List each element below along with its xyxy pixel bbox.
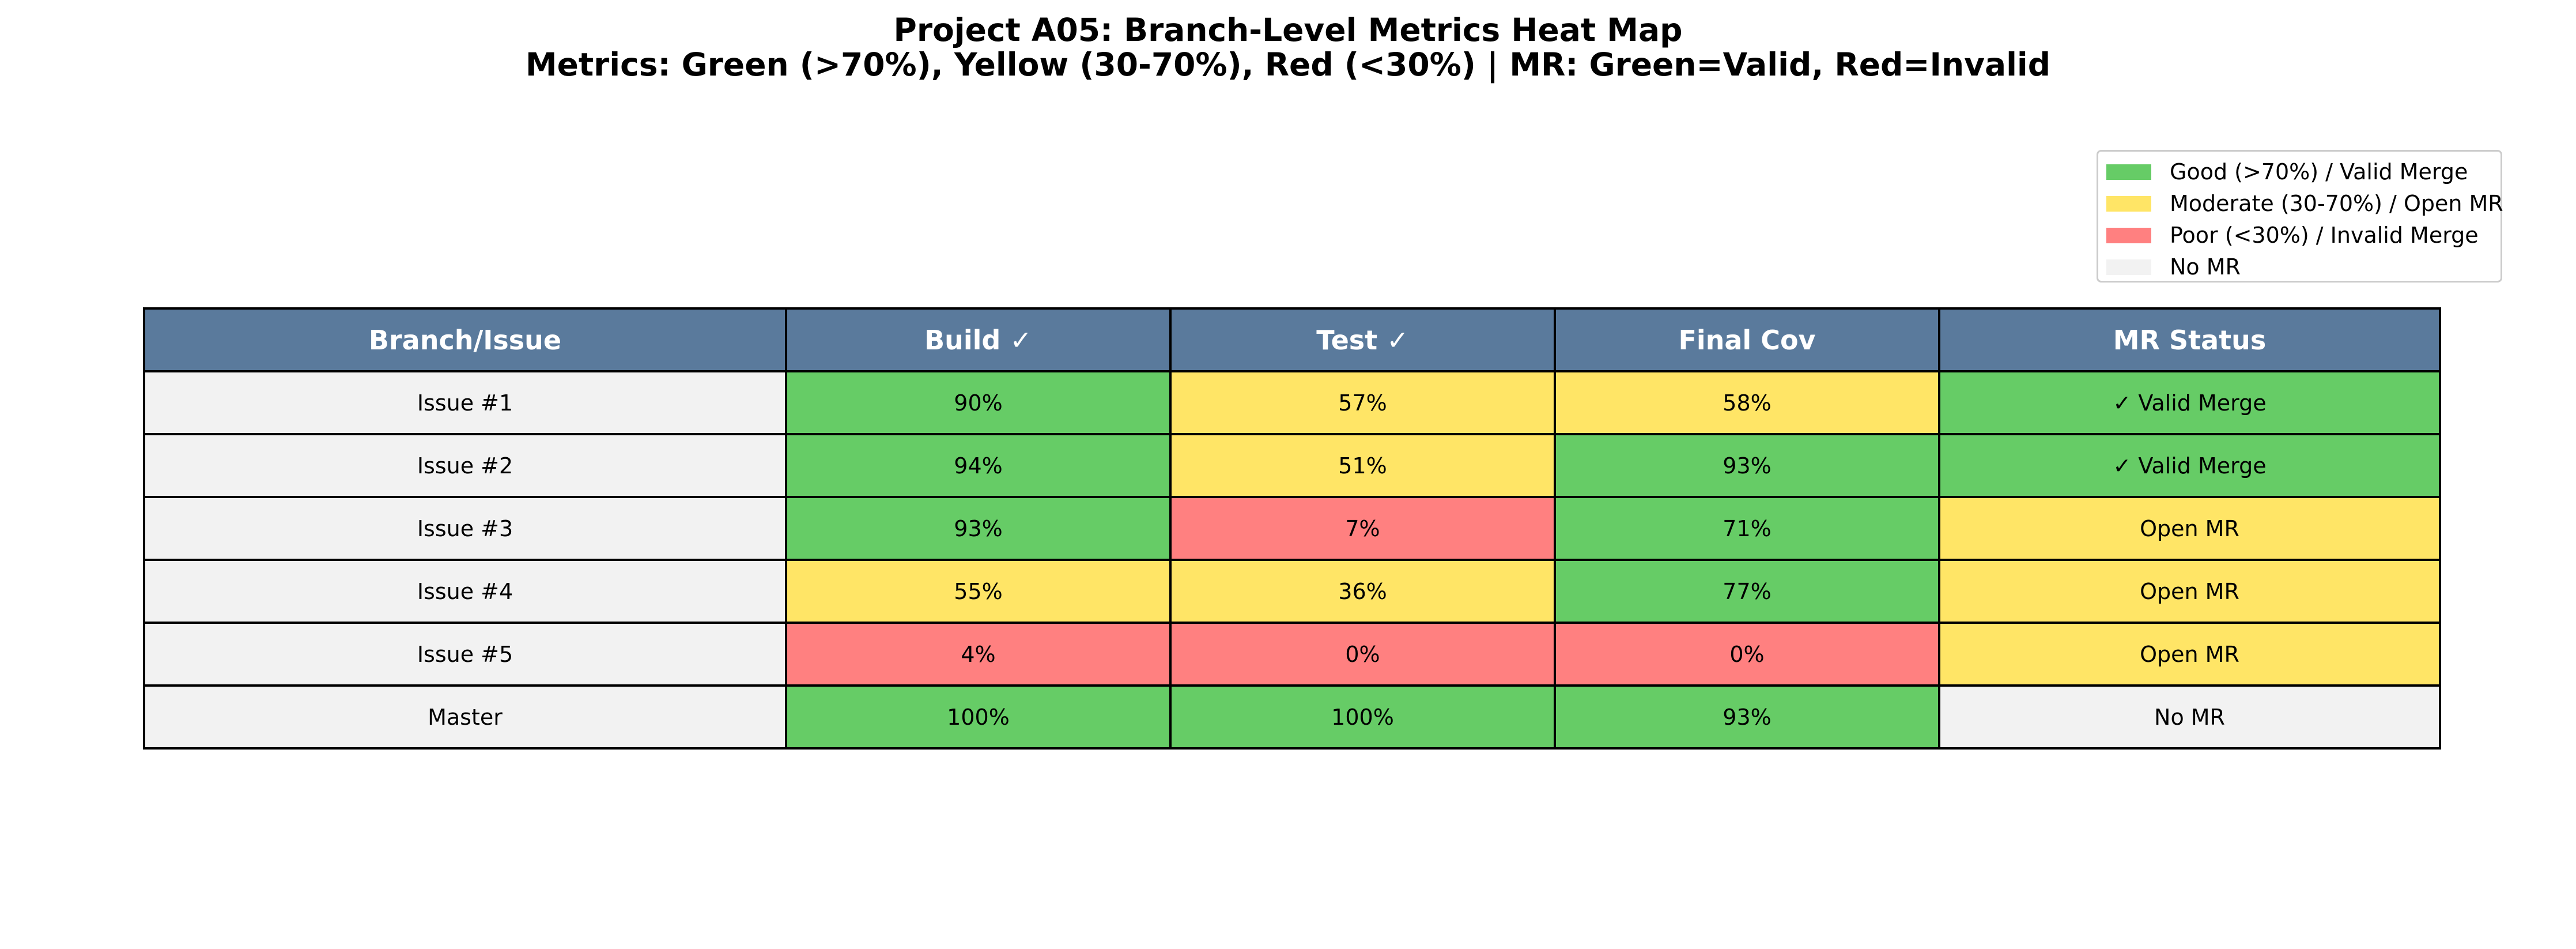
mr-status-cell: Open MR	[1938, 559, 2441, 624]
column-header-mr-status: MR Status	[1938, 307, 2441, 372]
legend-swatch-poor	[2106, 228, 2151, 243]
test-cell: 57%	[1169, 370, 1556, 435]
test-cell: 100%	[1169, 684, 1556, 750]
mr-status-cell: Open MR	[1938, 496, 2441, 561]
build-cell: 4%	[785, 622, 1172, 687]
legend-item-none: No MR	[2106, 251, 2498, 283]
chart-title: Project A05: Branch-Level Metrics Heat M…	[893, 12, 1683, 48]
legend-label-poor: Poor (<30%) / Invalid Merge	[2170, 223, 2479, 248]
mr-status-cell: No MR	[1938, 684, 2441, 750]
build-cell: 100%	[785, 684, 1172, 750]
branch-cell: Issue #1	[143, 370, 787, 435]
table-row: Issue #3 93% 7% 71% Open MR	[143, 496, 2441, 561]
table-row: Issue #4 55% 36% 77% Open MR	[143, 559, 2441, 624]
legend-label-none: No MR	[2170, 254, 2241, 280]
build-cell: 90%	[785, 370, 1172, 435]
legend-label-moderate: Moderate (30-70%) / Open MR	[2170, 191, 2503, 216]
branch-cell: Issue #5	[143, 622, 787, 687]
final-cov-cell: 93%	[1554, 684, 1940, 750]
table-row: Issue #1 90% 57% 58% ✓ Valid Merge	[143, 370, 2441, 435]
build-cell: 93%	[785, 496, 1172, 561]
table-row: Master 100% 100% 93% No MR	[143, 684, 2441, 750]
mr-status-cell: ✓ Valid Merge	[1938, 370, 2441, 435]
final-cov-cell: 93%	[1554, 433, 1940, 498]
final-cov-cell: 0%	[1554, 622, 1940, 687]
column-header-test: Test ✓	[1169, 307, 1556, 372]
table-row: Issue #2 94% 51% 93% ✓ Valid Merge	[143, 433, 2441, 498]
mr-status-cell: Open MR	[1938, 622, 2441, 687]
branch-cell: Issue #4	[143, 559, 787, 624]
final-cov-cell: 77%	[1554, 559, 1940, 624]
table-row: Issue #5 4% 0% 0% Open MR	[143, 622, 2441, 687]
branch-cell: Issue #3	[143, 496, 787, 561]
legend-item-good: Good (>70%) / Valid Merge	[2106, 156, 2498, 188]
column-header-branch: Branch/Issue	[143, 307, 787, 372]
legend-swatch-moderate	[2106, 196, 2151, 212]
legend-label-good: Good (>70%) / Valid Merge	[2170, 159, 2468, 184]
test-cell: 0%	[1169, 622, 1556, 687]
column-header-build: Build ✓	[785, 307, 1172, 372]
legend-item-moderate: Moderate (30-70%) / Open MR	[2106, 188, 2503, 220]
final-cov-cell: 71%	[1554, 496, 1940, 561]
branch-cell: Issue #2	[143, 433, 787, 498]
test-cell: 7%	[1169, 496, 1556, 561]
branch-cell: Master	[143, 684, 787, 750]
legend-swatch-none	[2106, 259, 2151, 275]
build-cell: 94%	[785, 433, 1172, 498]
test-cell: 36%	[1169, 559, 1556, 624]
legend-swatch-good	[2106, 164, 2151, 180]
heat-map-table: Branch/Issue Build ✓ Test ✓ Final Cov MR…	[143, 307, 2441, 750]
legend-item-poor: Poor (<30%) / Invalid Merge	[2106, 220, 2498, 251]
column-header-final-cov: Final Cov	[1554, 307, 1940, 372]
mr-status-cell: ✓ Valid Merge	[1938, 433, 2441, 498]
legend: Good (>70%) / Valid Merge Moderate (30-7…	[2097, 150, 2503, 283]
final-cov-cell: 58%	[1554, 370, 1940, 435]
test-cell: 51%	[1169, 433, 1556, 498]
chart-subtitle: Metrics: Green (>70%), Yellow (30-70%), …	[525, 46, 2051, 83]
header-row: Branch/Issue Build ✓ Test ✓ Final Cov MR…	[143, 307, 2441, 372]
build-cell: 55%	[785, 559, 1172, 624]
